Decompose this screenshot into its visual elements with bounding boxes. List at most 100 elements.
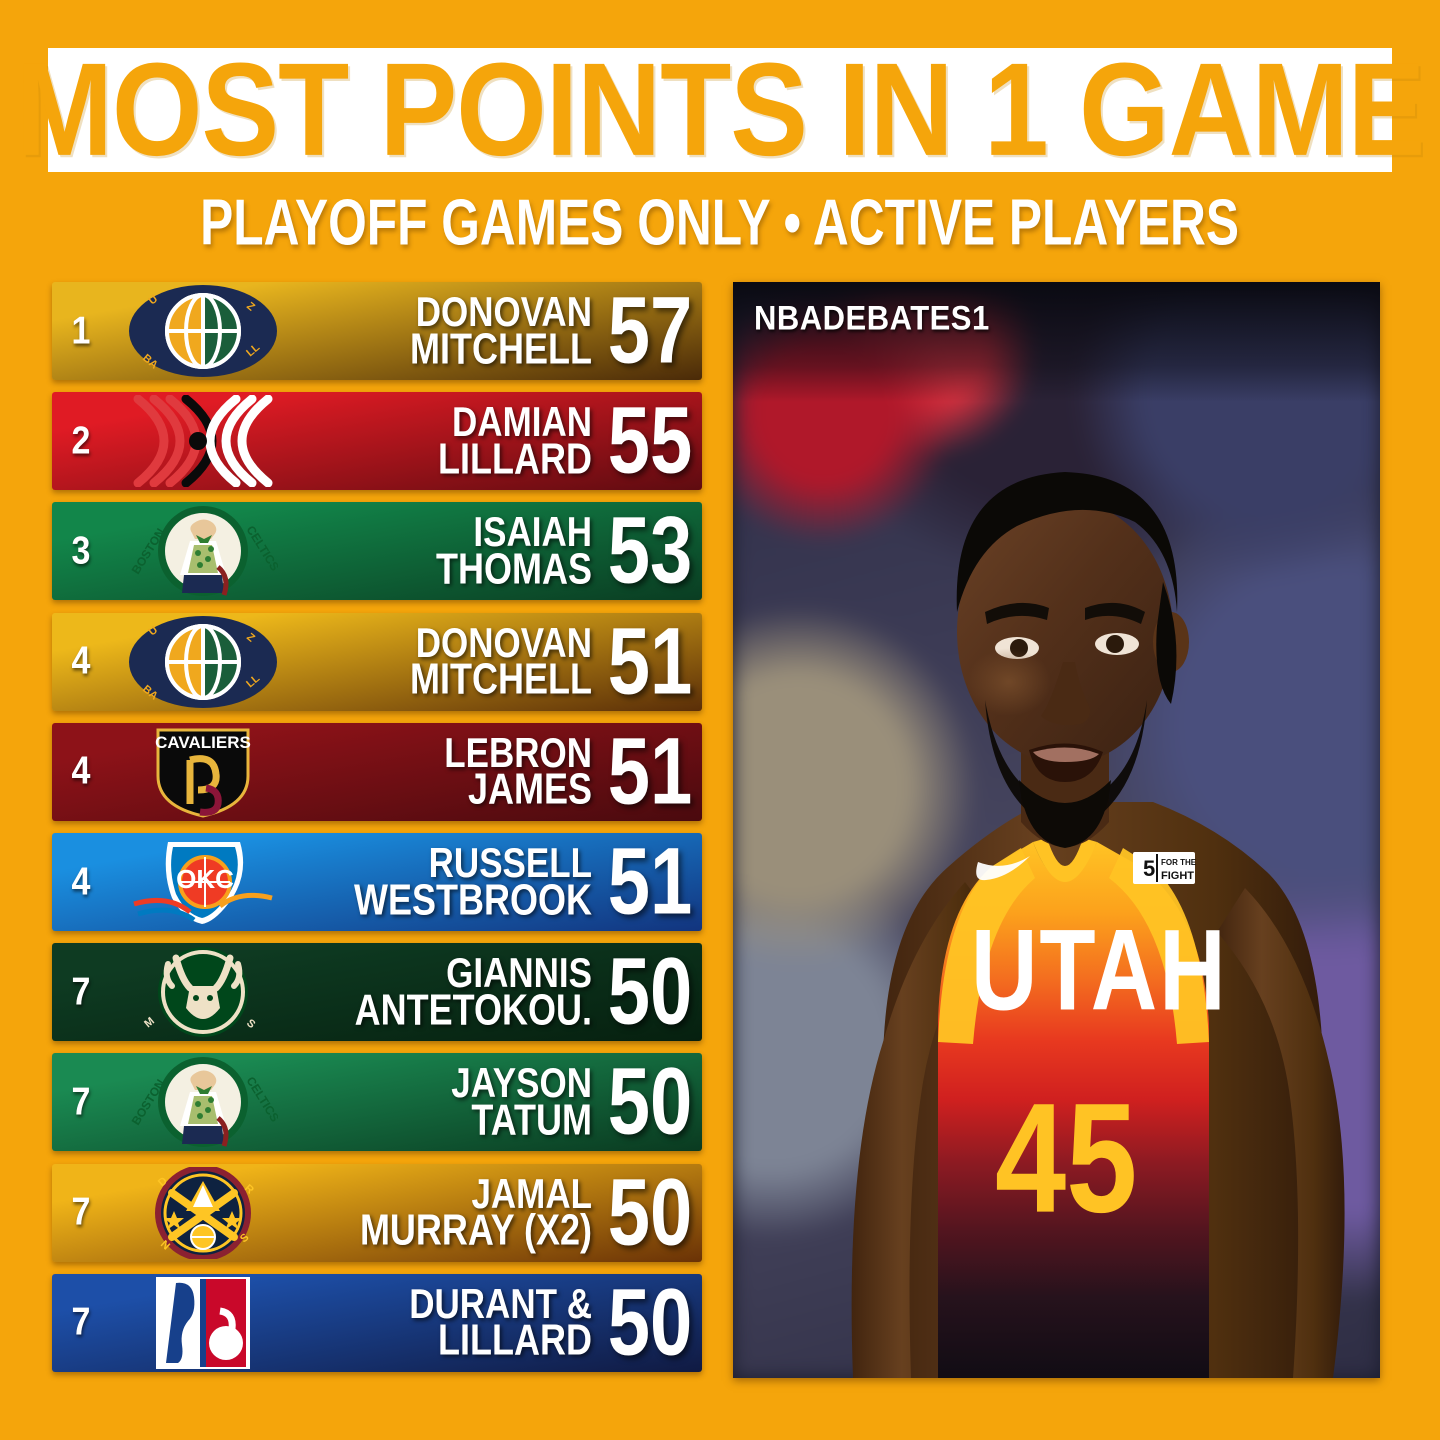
right-arm — [1217, 888, 1345, 1378]
svg-text:CELTICS: CELTICS — [243, 524, 278, 574]
jersey-team-text: UTAH — [971, 907, 1228, 1035]
rank-number: 4 — [71, 639, 91, 683]
blazers-logo — [110, 392, 295, 490]
player-photo-panel: 5 FOR THE FIGHT UTAH 45 — [733, 282, 1380, 1378]
player-name-line1: GIANNIS — [446, 950, 592, 997]
ranking-row[interactable]: 7 M S GIANNIS ANTETOKOU. 50 — [52, 943, 702, 1042]
rank-number: 4 — [71, 749, 91, 794]
player-name-line2: THOMAS — [436, 543, 592, 593]
photo-top-shadow — [733, 282, 1380, 402]
svg-text:S: S — [244, 1017, 257, 1031]
player-name-line1: ISAIAH — [473, 509, 592, 557]
svg-text:5: 5 — [1143, 856, 1155, 881]
svg-text:FOR THE: FOR THE — [1161, 858, 1197, 867]
player-name-line2: MITCHELL — [410, 323, 592, 373]
ranking-row[interactable]: 4 CAVALIERS LEBRON JAMES 51 — [52, 722, 702, 821]
jersey — [938, 842, 1209, 1378]
title-banner: MOST POINTS IN 1 GAME — [16, 43, 1425, 175]
player-name-line1: DONOVAN — [415, 619, 592, 667]
rank-number: 2 — [71, 418, 91, 463]
subtitle-bar: PLAYOFF GAMES ONLY • ACTIVE PLAYERS — [0, 188, 1440, 258]
ranking-list: 1 U Z BA LL DONOVAN MITCHELL 57 2 DAMIAN LILLARD 55… — [52, 282, 702, 1378]
cavaliers-logo: CAVALIERS — [110, 723, 295, 821]
jersey-neck — [1033, 838, 1097, 882]
player-name: ISAIAH THOMAS — [295, 509, 598, 593]
jazz-logo: U Z BA LL — [110, 613, 295, 711]
player-name: LEBRON JAMES — [295, 729, 598, 814]
jazz-logo: U Z BA LL — [110, 282, 295, 380]
sideburn — [1156, 582, 1177, 704]
points-value: 50 — [607, 1163, 693, 1262]
svg-text:FIGHT: FIGHT — [1161, 870, 1194, 882]
points-value: 50 — [607, 1273, 693, 1372]
svg-text:M: M — [142, 1015, 157, 1030]
points-value: 51 — [607, 722, 693, 821]
rank-number: 4 — [71, 859, 91, 904]
player-name: DONOVAN MITCHELL — [295, 619, 598, 704]
jersey-number-text: 45 — [995, 1072, 1137, 1246]
nike-swoosh-icon — [976, 856, 1030, 881]
player-name-line2: TATUM — [471, 1094, 592, 1144]
player-name-line1: DAMIAN — [452, 399, 592, 446]
rank-number: 7 — [71, 969, 91, 1014]
rank-number: 7 — [71, 1300, 91, 1345]
player-name-line1: DURANT & — [409, 1280, 592, 1328]
player-name: DURANT & LILLARD — [295, 1280, 598, 1365]
points-value: 57 — [607, 282, 693, 380]
points-value: 55 — [607, 392, 693, 491]
svg-text:OKC: OKC — [176, 864, 234, 894]
rank-number: 7 — [71, 1079, 91, 1124]
points-value: 50 — [607, 943, 693, 1042]
player-name: JAMAL MURRAY (X2) — [295, 1170, 598, 1255]
player-name-line1: JAMAL — [471, 1170, 592, 1218]
page-title: MOST POINTS IN 1 GAME — [15, 35, 1425, 184]
ranking-row[interactable]: 7 BOSTON CELTICS JAYSON TATUM 50 — [52, 1053, 702, 1152]
player-name-line2: MURRAY (X2) — [359, 1204, 592, 1255]
player-name-line1: LEBRON — [444, 729, 592, 777]
points-value: 50 — [607, 1053, 693, 1152]
jersey-patch-icon: 5 FOR THE FIGHT — [1133, 852, 1197, 884]
svg-text:CAVALIERS: CAVALIERS — [155, 733, 251, 752]
nose — [1041, 662, 1090, 725]
ranking-row[interactable]: 7 DURANT & LILLARD 50 — [52, 1273, 702, 1372]
rank-number: 1 — [71, 308, 91, 353]
player-name: GIANNIS ANTETOKOU. — [295, 950, 598, 1034]
okc-logo: OKC — [110, 833, 295, 931]
ranking-row[interactable]: 1 U Z BA LL DONOVAN MITCHELL 57 — [52, 282, 702, 380]
jersey-trim-left — [938, 848, 1035, 1044]
photo-watermark: NBADEBATES1 — [754, 298, 990, 338]
player-name-line1: JAYSON — [451, 1060, 592, 1108]
rank-number: 7 — [71, 1190, 91, 1234]
ranking-row[interactable]: 7 D R N S JAMAL MURRAY (X2) 50 — [52, 1163, 702, 1262]
player-name-line1: DONOVAN — [415, 288, 592, 336]
ranking-row[interactable]: 2 DAMIAN LILLARD 55 — [52, 392, 702, 491]
celtics-logo: BOSTON CELTICS — [110, 1053, 295, 1151]
player-name-line1: RUSSELL — [428, 839, 592, 887]
chin-beard — [1019, 780, 1111, 848]
player-name: DAMIAN LILLARD — [295, 399, 598, 483]
hair — [956, 472, 1178, 612]
left-arm — [851, 882, 995, 1378]
ranking-row[interactable]: 3 BOSTON CELTICS ISAIAH THOMAS 53 — [52, 502, 702, 601]
player-name: DONOVAN MITCHELL — [295, 288, 598, 373]
player-name-line2: JAMES — [467, 764, 592, 814]
jersey-trim-right — [1109, 848, 1209, 1044]
player-name-line2: MITCHELL — [410, 653, 592, 704]
celtics-logo: BOSTON CELTICS — [110, 502, 295, 600]
player-figure: 5 FOR THE FIGHT UTAH 45 — [851, 472, 1345, 1378]
nba-logo — [110, 1274, 295, 1372]
player-name: RUSSELL WESTBROOK — [295, 839, 598, 924]
player-name-line2: WESTBROOK — [354, 874, 592, 924]
ranking-row[interactable]: 4 U Z BA LL DONOVAN MITCHELL 51 — [52, 612, 702, 711]
rank-number: 3 — [71, 528, 91, 573]
player-name-line2: LILLARD — [438, 433, 592, 483]
player-name-line2: ANTETOKOU. — [354, 984, 592, 1034]
player-name-line2: LILLARD — [438, 1315, 592, 1365]
right-eyebrow — [1085, 602, 1145, 624]
left-eyebrow — [985, 602, 1049, 624]
points-value: 53 — [607, 502, 693, 601]
ranking-row[interactable]: 4 OKC RUSSELL WESTBROOK 51 — [52, 833, 702, 931]
svg-text:CELTICS: CELTICS — [243, 1075, 278, 1125]
